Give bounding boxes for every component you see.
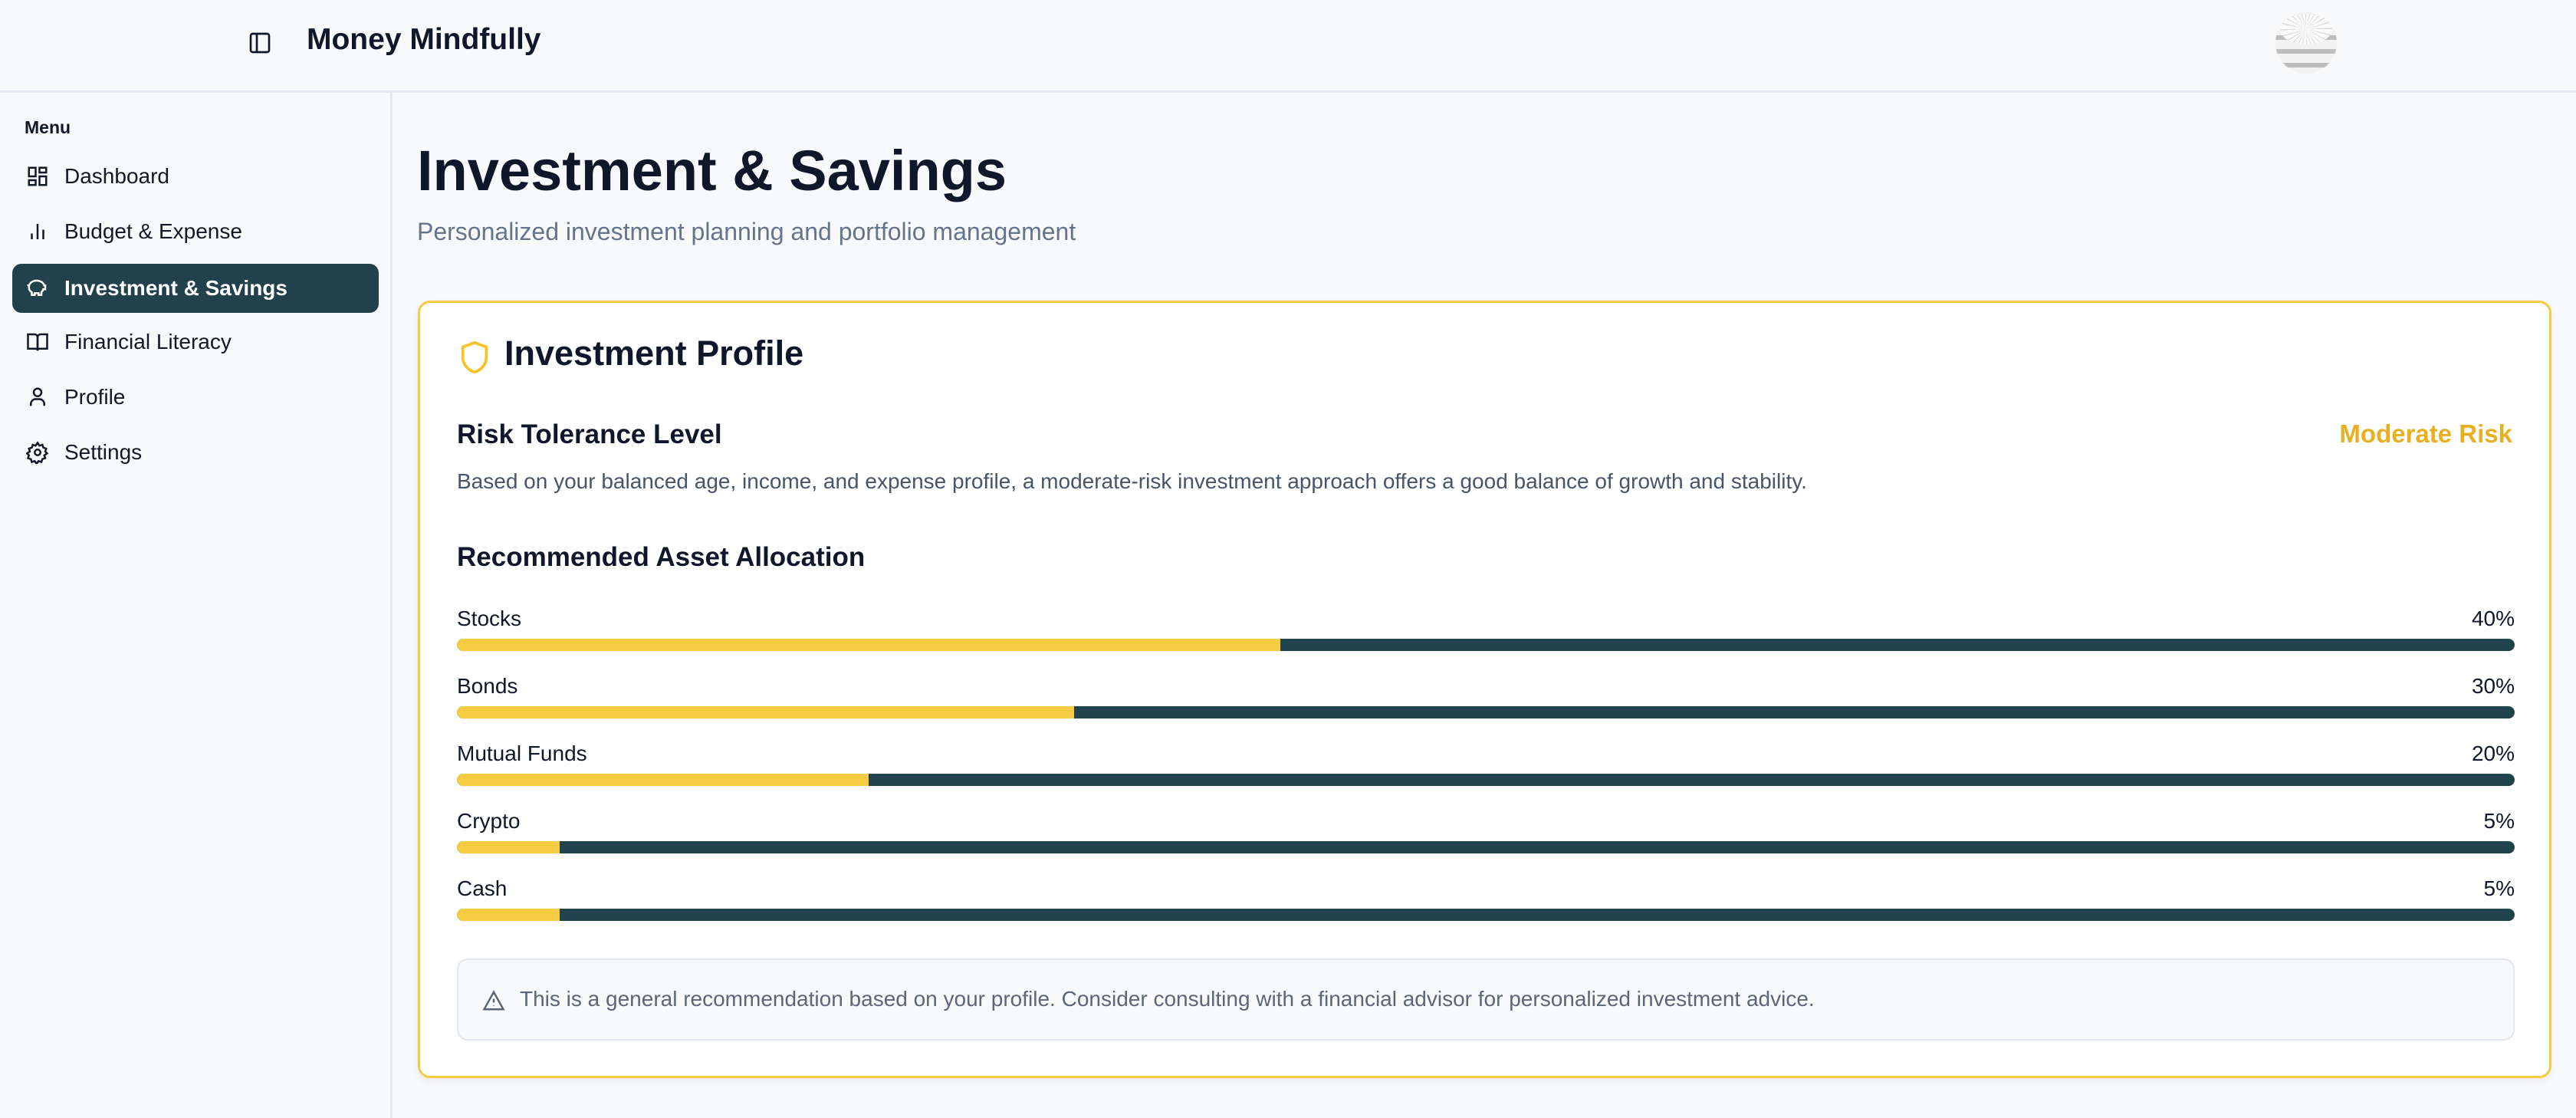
sidebar-item-dashboard[interactable]: Dashboard bbox=[12, 152, 379, 201]
allocation-percent: 30% bbox=[2471, 674, 2515, 698]
investment-profile-card: Investment Profile Risk Tolerance Level … bbox=[418, 301, 2551, 1078]
sidebar-item-budget[interactable]: Budget & Expense bbox=[12, 207, 379, 256]
sidebar-item-label: Profile bbox=[64, 385, 126, 409]
allocation-percent: 5% bbox=[2483, 809, 2515, 833]
user-avatar[interactable] bbox=[2275, 12, 2337, 74]
sidebar-item-profile[interactable]: Profile bbox=[12, 373, 379, 422]
allocation-progress-fill bbox=[457, 706, 1075, 718]
allocation-progress-fill bbox=[457, 909, 560, 921]
page-title: Investment & Savings bbox=[417, 139, 1007, 202]
allocation-percent: 40% bbox=[2471, 607, 2515, 630]
allocation-label: Crypto bbox=[457, 809, 521, 833]
allocation-percent: 20% bbox=[2471, 741, 2515, 765]
allocation-label: Stocks bbox=[457, 607, 522, 630]
allocation-progress-bar bbox=[457, 639, 2515, 651]
warning-icon bbox=[482, 990, 505, 1011]
bar-chart-icon bbox=[31, 224, 44, 239]
allocation-progress-bar bbox=[457, 706, 2515, 718]
allocation-progress-bar bbox=[457, 774, 2515, 786]
allocation-label: Mutual Funds bbox=[457, 741, 587, 765]
sidebar-item-settings[interactable]: Settings bbox=[12, 428, 379, 477]
dashboard-icon bbox=[28, 166, 48, 186]
allocation-label: Cash bbox=[457, 876, 508, 900]
sidebar-item-label: Dashboard bbox=[64, 164, 169, 188]
sidebar-item-label: Settings bbox=[64, 440, 143, 464]
menu-label: Menu bbox=[25, 117, 71, 137]
book-icon bbox=[27, 333, 48, 351]
user-icon bbox=[30, 387, 45, 406]
sidebar-item-label: Investment & Savings bbox=[64, 276, 288, 300]
risk-tolerance-heading: Risk Tolerance Level bbox=[457, 419, 722, 449]
allocation-percent: 5% bbox=[2483, 876, 2515, 900]
gear-icon bbox=[26, 441, 49, 464]
disclaimer-note: This is a general recommendation based o… bbox=[457, 959, 2515, 1041]
allocation-heading: Recommended Asset Allocation bbox=[457, 542, 866, 572]
sidebar-item-financial-literacy[interactable]: Financial Literacy bbox=[12, 317, 379, 367]
allocation-label: Bonds bbox=[457, 674, 518, 698]
risk-description: Based on your balanced age, income, and … bbox=[457, 469, 1807, 493]
panel-left-icon[interactable] bbox=[247, 31, 273, 55]
sidebar: Menu Dashboard Budget & Expense Investme… bbox=[0, 93, 393, 1118]
piggy-bank-icon bbox=[27, 279, 47, 296]
sidebar-item-label: Financial Literacy bbox=[64, 330, 232, 353]
allocation-progress-bar bbox=[457, 841, 2515, 853]
sidebar-item-label: Budget & Expense bbox=[64, 219, 242, 243]
risk-level-value: Moderate Risk bbox=[2339, 419, 2512, 448]
card-title: Investment Profile bbox=[504, 334, 804, 373]
sidebar-item-investment[interactable]: Investment & Savings bbox=[12, 264, 379, 313]
top-header: Money Mindfully bbox=[0, 0, 2576, 93]
app-title: Money Mindfully bbox=[307, 23, 541, 56]
allocation-progress-fill bbox=[457, 639, 1280, 651]
page-subtitle: Personalized investment planning and por… bbox=[417, 218, 1076, 245]
allocation-progress-fill bbox=[457, 774, 869, 786]
disclaimer-text: This is a general recommendation based o… bbox=[520, 987, 1815, 1011]
allocation-progress-bar bbox=[457, 909, 2515, 921]
shield-icon bbox=[461, 340, 488, 374]
allocation-progress-fill bbox=[457, 841, 560, 853]
